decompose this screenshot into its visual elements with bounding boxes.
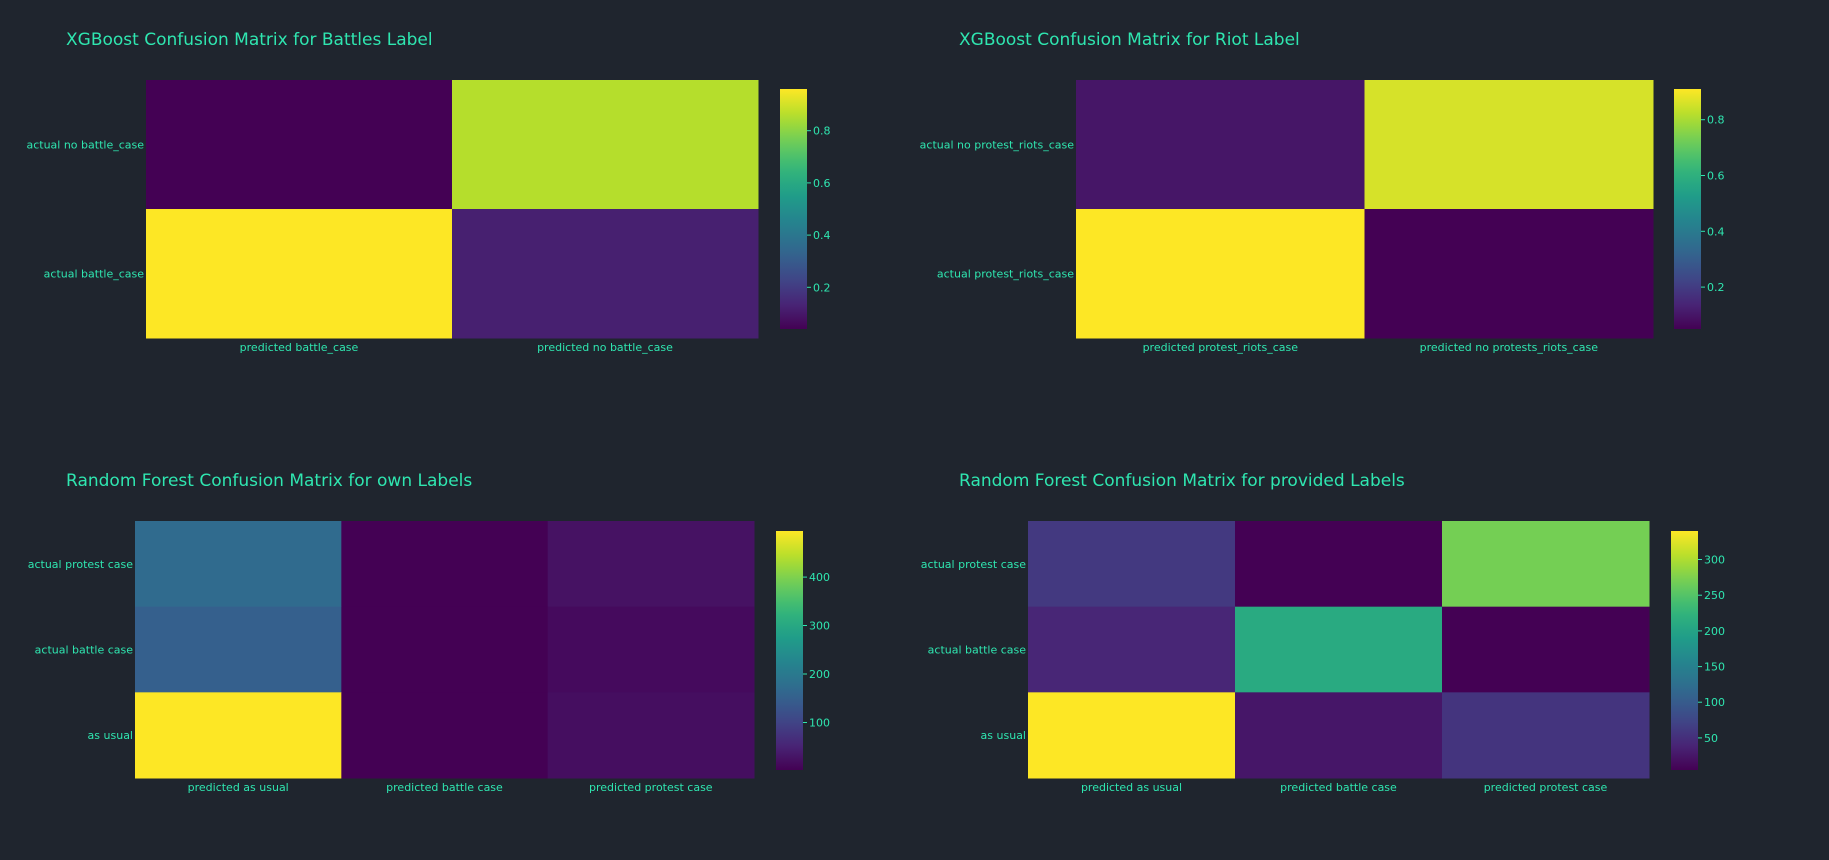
y-tick-label: actual battle_case: [44, 268, 145, 281]
heatmap-cell: [146, 80, 453, 210]
y-tick-label: as usual: [981, 729, 1026, 742]
colorbar: [1671, 531, 1698, 770]
heatmap-cell: [341, 606, 549, 693]
colorbar-tick-label: 300: [809, 620, 830, 633]
y-tick-label: actual no protest_riots_case: [920, 139, 1075, 152]
heatmap-cell: [135, 521, 342, 608]
heatmap-cell: [1028, 606, 1236, 693]
y-tick-label: actual battle case: [928, 644, 1027, 657]
heatmap-cell: [547, 606, 755, 693]
colorbar-tick-label: 300: [1704, 554, 1725, 567]
x-tick-label: predicted as usual: [1081, 781, 1182, 794]
colorbar-tick-label: 0.8: [813, 125, 831, 138]
heatmap-cell: [1442, 692, 1650, 779]
heatmap-cell: [1364, 209, 1654, 339]
x-tick-label: predicted no battle_case: [537, 341, 673, 354]
heatmap-cell: [1235, 692, 1443, 779]
colorbar-tick-label: 50: [1704, 732, 1718, 745]
colorbar: [1674, 89, 1701, 329]
heatmap-cell: [547, 521, 755, 608]
heatmap-panel-4: Random Forest Confusion Matrix for provi…: [921, 471, 1725, 794]
heatmap-cell: [1028, 692, 1236, 779]
chart-title: XGBoost Confusion Matrix for Battles Lab…: [66, 30, 433, 50]
chart-title: Random Forest Confusion Matrix for own L…: [66, 471, 472, 491]
heatmap-cell: [1076, 209, 1365, 339]
heatmap-cell: [135, 606, 342, 693]
y-tick-label: actual protest case: [28, 558, 134, 571]
chart-title: XGBoost Confusion Matrix for Riot Label: [959, 30, 1300, 50]
y-tick-label: actual protest case: [921, 558, 1027, 571]
heatmap-panel-3: Random Forest Confusion Matrix for own L…: [28, 471, 830, 794]
colorbar-tick-label: 0.8: [1707, 114, 1725, 127]
y-tick-label: actual protest_riots_case: [937, 268, 1074, 281]
colorbar-tick-label: 200: [1704, 625, 1725, 638]
heatmap-cell: [146, 209, 453, 339]
x-tick-label: predicted as usual: [188, 781, 289, 794]
heatmap-cell: [1442, 606, 1650, 693]
colorbar: [780, 89, 807, 329]
heatmap-cell: [1442, 521, 1650, 608]
heatmap-cell: [341, 521, 549, 608]
x-tick-label: predicted no protests_riots_case: [1420, 341, 1599, 354]
colorbar-tick-label: 0.4: [1707, 225, 1725, 238]
colorbar-tick-label: 250: [1704, 589, 1725, 602]
colorbar-tick-label: 0.6: [1707, 170, 1725, 183]
colorbar-tick-label: 400: [809, 571, 830, 584]
heatmap-cell: [1235, 606, 1443, 693]
colorbar-tick-label: 0.2: [813, 281, 831, 294]
colorbar-tick-label: 0.4: [813, 229, 831, 242]
colorbar-tick-label: 150: [1704, 661, 1725, 674]
heatmap-cell: [1028, 521, 1236, 608]
y-tick-label: actual no battle_case: [26, 139, 144, 152]
heatmap-cell: [1235, 521, 1443, 608]
colorbar-tick-label: 0.2: [1707, 281, 1725, 294]
colorbar: [776, 531, 803, 770]
heatmap-cell: [452, 209, 759, 339]
heatmap-panel-1: XGBoost Confusion Matrix for Battles Lab…: [26, 30, 830, 354]
y-tick-label: as usual: [88, 729, 133, 742]
chart-title: Random Forest Confusion Matrix for provi…: [959, 471, 1405, 491]
x-tick-label: predicted battle case: [1280, 781, 1397, 794]
colorbar-tick-label: 0.6: [813, 177, 831, 190]
heatmap-panel-2: XGBoost Confusion Matrix for Riot Label a…: [920, 30, 1725, 354]
colorbar-tick-label: 100: [1704, 696, 1725, 709]
colorbar-tick-label: 100: [809, 717, 830, 730]
heatmap-cell: [341, 692, 549, 779]
heatmap-cell: [1076, 80, 1365, 210]
colorbar-tick-label: 200: [809, 668, 830, 681]
heatmap-cell: [1364, 80, 1654, 210]
y-tick-label: actual battle case: [35, 644, 134, 657]
x-tick-label: predicted protest_riots_case: [1143, 341, 1299, 354]
x-tick-label: predicted protest case: [589, 781, 713, 794]
heatmap-cell: [547, 692, 755, 779]
x-tick-label: predicted protest case: [1484, 781, 1608, 794]
heatmap-cell: [135, 692, 342, 779]
heatmap-cell: [452, 80, 759, 210]
x-tick-label: predicted battle_case: [240, 341, 359, 354]
x-tick-label: predicted battle case: [386, 781, 503, 794]
